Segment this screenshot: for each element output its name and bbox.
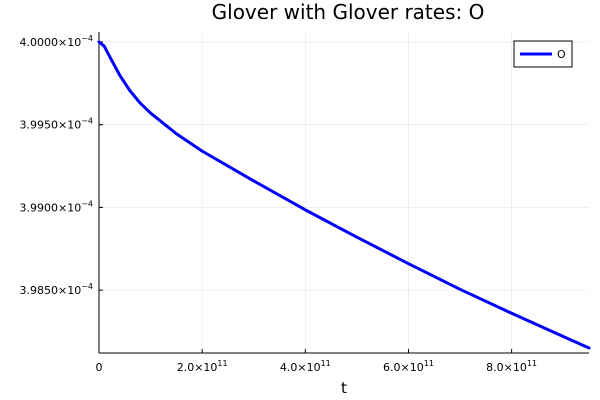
x-tick-label: 6.0×1011 [383, 359, 434, 374]
tick-labels: 0 2.0×1011 4.0×1011 6.0×1011 8.0×1011 3.9850×… [20, 34, 538, 374]
grid [98, 32, 589, 353]
series-line-O [97, 40, 591, 350]
y-tick-label: 3.9850×10−4 [20, 282, 94, 297]
x-tick-exponent: 11 [217, 359, 227, 368]
legend: O [513, 40, 573, 68]
axes [98, 32, 589, 354]
series-layer [97, 40, 591, 350]
y-tick-exponent: −4 [81, 34, 93, 43]
y-tick-exponent: −4 [81, 282, 93, 291]
x-axis-label: t [341, 379, 347, 397]
x-tick-label: 2.0×1011 [177, 359, 228, 374]
x-tick-label: 4.0×1011 [280, 359, 331, 374]
y-tick-label: 4.0000×10−4 [20, 34, 94, 49]
y-tick-label: 3.9900×10−4 [20, 199, 94, 214]
x-tick-exponent: 11 [424, 359, 434, 368]
x-tick-exponent: 11 [321, 359, 331, 368]
chart-title: Glover with Glover rates: O [212, 0, 485, 24]
x-tick-label: 0 [96, 361, 103, 374]
y-tick-label: 3.9950×10−4 [20, 117, 94, 132]
y-tick-exponent: −4 [81, 199, 93, 208]
x-tick-label: 8.0×1011 [486, 359, 537, 374]
y-tick-exponent: −4 [81, 117, 93, 126]
legend-label: O [557, 48, 566, 61]
x-tick-exponent: 11 [527, 359, 537, 368]
